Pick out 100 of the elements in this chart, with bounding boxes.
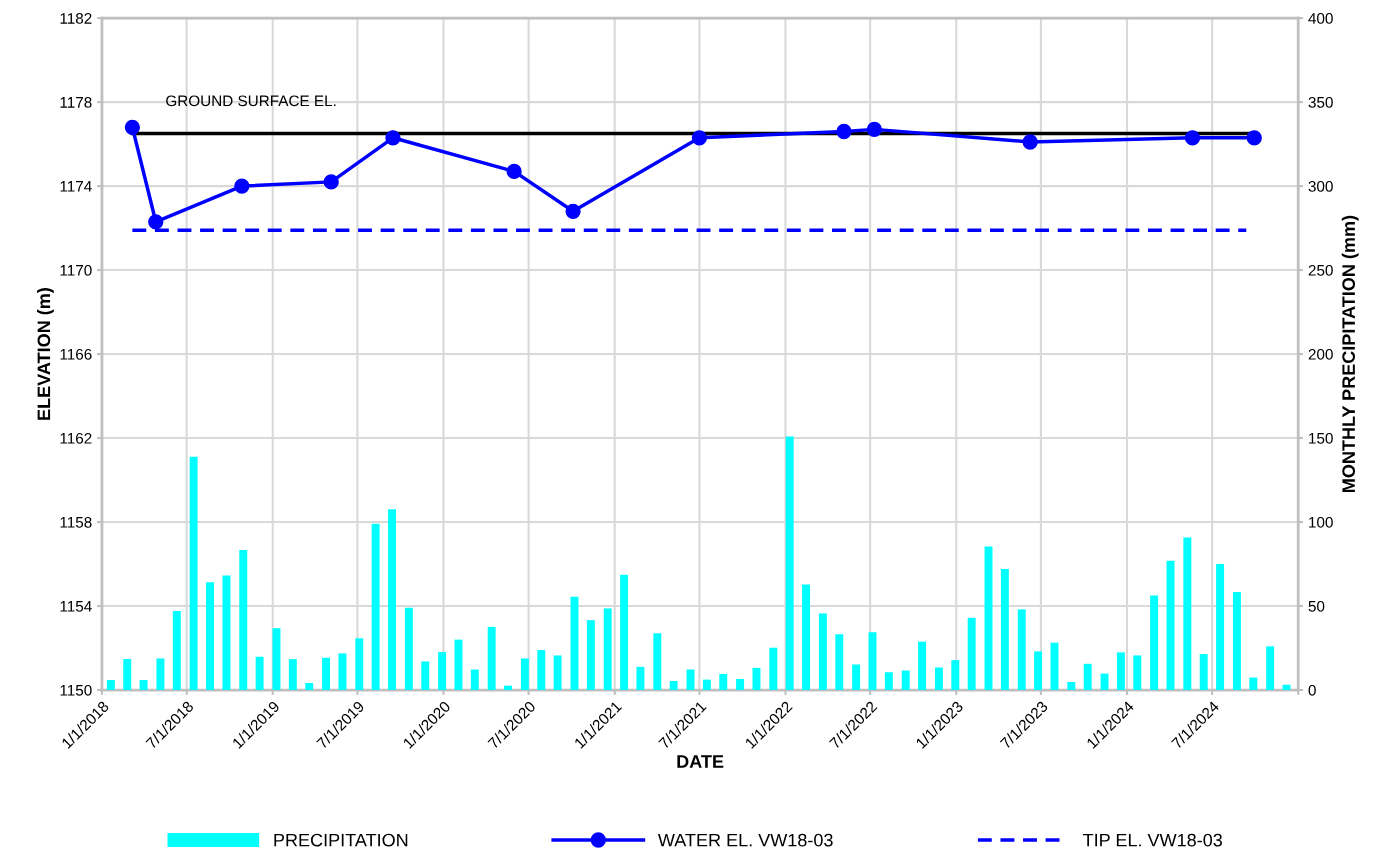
bar <box>255 656 264 691</box>
legend-label: PRECIPITATION <box>274 833 408 847</box>
y2-tick-label: 50 <box>1308 600 1325 612</box>
bar <box>1017 609 1026 691</box>
y2-tick-label: 300 <box>1308 180 1333 192</box>
bar <box>106 679 115 691</box>
bar <box>769 647 778 691</box>
y2-tick-label: 200 <box>1308 348 1333 360</box>
bar <box>918 641 927 691</box>
bar <box>355 638 364 691</box>
bar <box>189 456 198 691</box>
y2-tick-label: 100 <box>1309 516 1333 528</box>
bar <box>835 634 844 691</box>
bar <box>620 574 629 691</box>
bar <box>1116 652 1125 691</box>
bar <box>272 628 281 691</box>
bar <box>752 667 761 691</box>
bar <box>1150 595 1159 691</box>
y2-tick-label: 400 <box>1308 12 1333 24</box>
bar <box>206 582 215 691</box>
y-tick-label: 1174 <box>60 181 92 192</box>
bar <box>1249 677 1258 691</box>
y-tick-label: 1154 <box>60 601 92 612</box>
bar <box>669 680 678 691</box>
bar <box>1034 651 1043 691</box>
y-tick-label: 1178 <box>60 96 92 108</box>
bar <box>438 652 447 691</box>
bar <box>1199 654 1208 691</box>
bar <box>934 667 943 691</box>
bar <box>1183 537 1192 691</box>
bar <box>1067 681 1076 691</box>
y2-tick-label: 150 <box>1309 432 1333 444</box>
bar <box>537 650 546 691</box>
bar <box>470 669 479 691</box>
bar <box>852 664 861 691</box>
point <box>565 203 581 219</box>
bar <box>818 613 827 691</box>
point <box>323 174 339 190</box>
bar <box>404 607 413 691</box>
bar <box>1216 564 1225 691</box>
bar <box>702 679 711 691</box>
y2-tick-label: 350 <box>1308 96 1333 108</box>
bar <box>653 633 662 691</box>
point <box>506 163 522 180</box>
y-tick-label: 1158 <box>60 516 92 528</box>
bar <box>884 672 893 691</box>
point <box>866 121 882 138</box>
bar <box>487 626 496 691</box>
legend-label: TIP EL. VW18-03 <box>1083 833 1222 847</box>
point <box>385 130 401 146</box>
bar <box>553 655 562 691</box>
point <box>691 130 708 146</box>
bar <box>239 549 248 691</box>
bar <box>1100 673 1109 691</box>
bar <box>454 639 463 691</box>
bar <box>156 658 165 691</box>
y-tick-label: 1150 <box>60 684 92 696</box>
bar <box>123 659 132 691</box>
bar <box>1232 591 1241 691</box>
x-axis-title: DATE <box>677 755 724 768</box>
bar <box>802 584 811 691</box>
bar <box>967 617 976 691</box>
point <box>124 119 141 135</box>
bar <box>901 670 910 691</box>
bar <box>636 666 645 691</box>
bar <box>719 673 728 691</box>
bar <box>1133 655 1142 691</box>
point <box>836 123 852 140</box>
bar <box>1000 569 1009 691</box>
y2-tick-label: 0 <box>1308 684 1316 696</box>
bar <box>172 611 181 691</box>
bar <box>520 658 529 691</box>
point <box>148 214 164 230</box>
y-axis-title: ELEVATION (m) <box>36 288 54 420</box>
y-tick-label: 1162 <box>60 432 92 444</box>
bar <box>1266 646 1275 691</box>
y2-tick-label: 250 <box>1308 264 1333 276</box>
point <box>1184 130 1201 146</box>
bar <box>1282 684 1291 691</box>
annotation: GROUND SURFACE EL. <box>166 95 336 107</box>
bar <box>139 679 148 691</box>
bar <box>388 509 396 691</box>
bar <box>222 575 231 691</box>
y-tick-label: 1182 <box>60 12 92 24</box>
y-tick-label: 1166 <box>60 348 92 360</box>
bar <box>586 620 595 691</box>
bar <box>371 523 380 691</box>
legend-label: WATER EL. VW18-03 <box>657 833 833 847</box>
bar <box>1083 663 1092 691</box>
bar <box>288 659 297 691</box>
point <box>234 178 250 194</box>
bar <box>338 653 347 691</box>
bar <box>305 682 314 691</box>
bar <box>570 596 579 691</box>
y2-axis-title: MONTHLY PRECIPITATION (mm) <box>1341 215 1359 492</box>
bar <box>785 436 794 691</box>
bar <box>322 657 331 691</box>
bar <box>504 685 513 691</box>
point <box>1022 134 1038 150</box>
point <box>1246 130 1262 146</box>
